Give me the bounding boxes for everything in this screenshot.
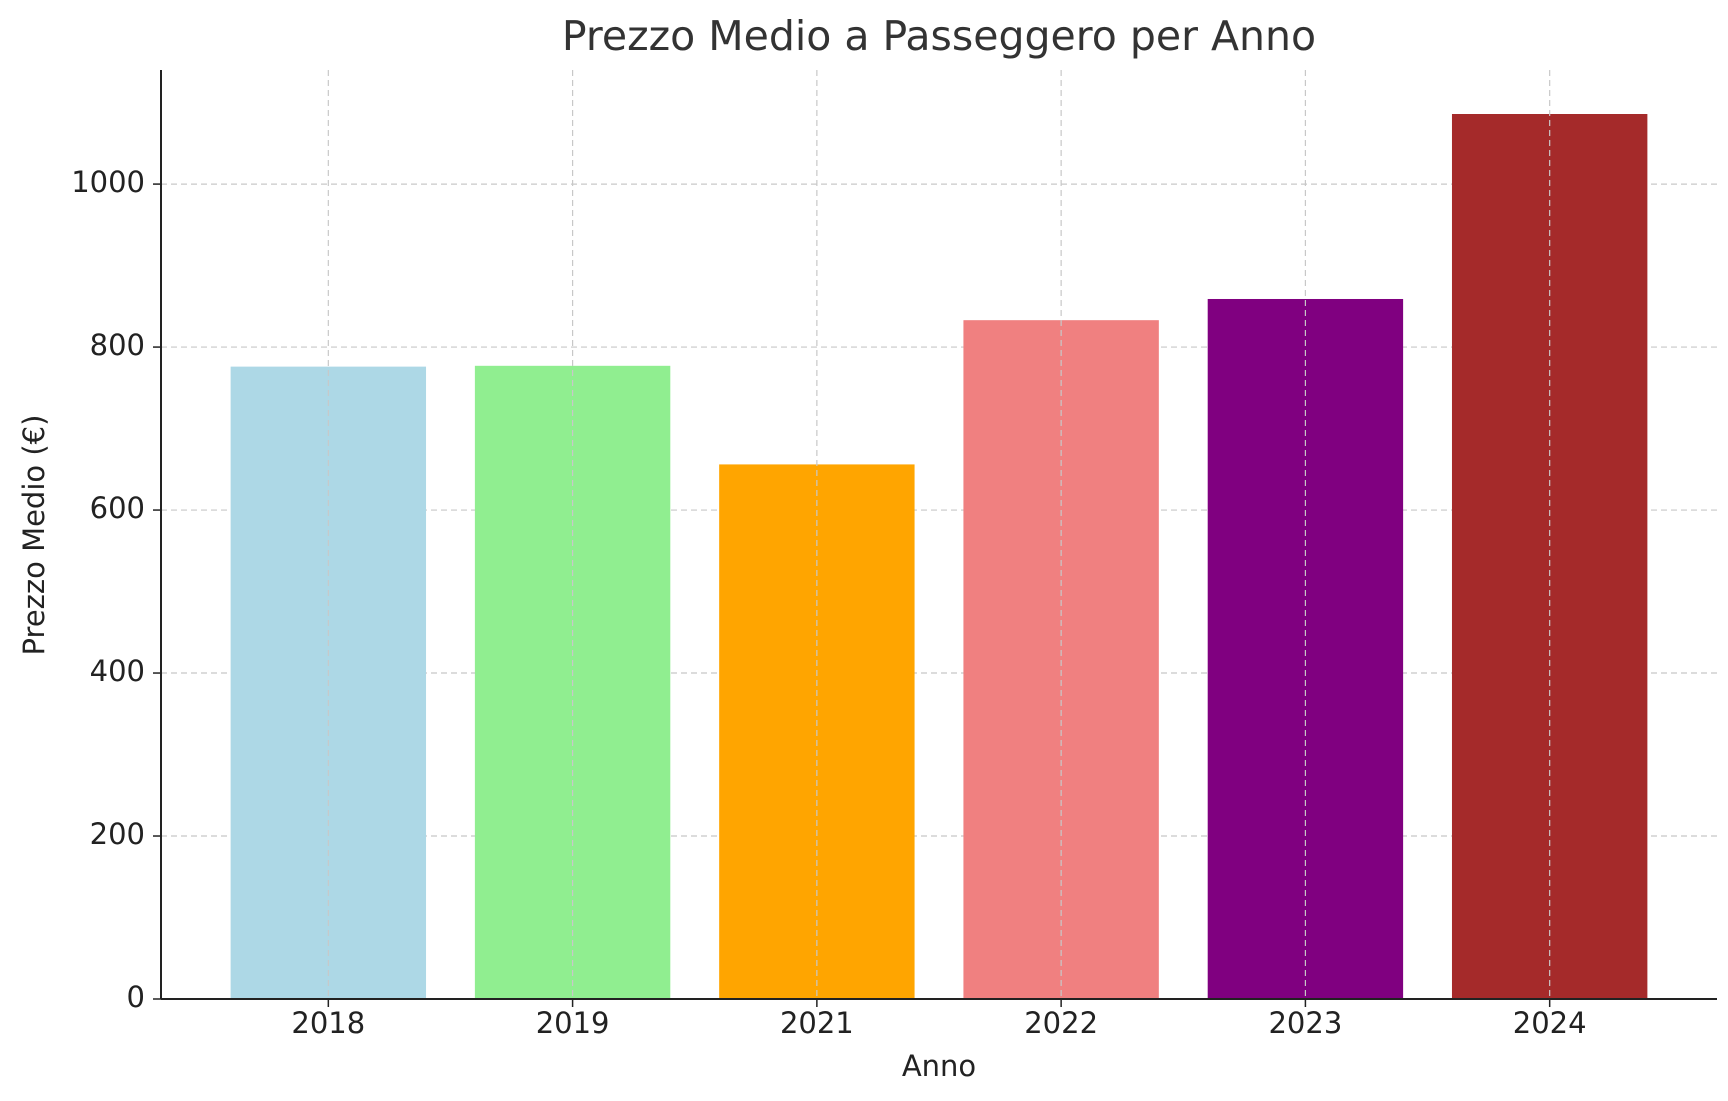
x-tick-label: 2021 bbox=[780, 1006, 854, 1040]
x-axis-label: Anno bbox=[902, 1049, 976, 1083]
x-tick-label: 2023 bbox=[1268, 1006, 1342, 1040]
x-tick-label: 2022 bbox=[1024, 1006, 1098, 1040]
y-tick-label: 400 bbox=[90, 654, 145, 688]
y-tick-label: 0 bbox=[127, 980, 145, 1014]
y-tick-label: 800 bbox=[90, 328, 145, 362]
chart-title: Prezzo Medio a Passeggero per Anno bbox=[562, 12, 1316, 60]
y-axis-label: Prezzo Medio (€) bbox=[17, 415, 51, 656]
y-tick-label: 1000 bbox=[71, 165, 145, 199]
bar bbox=[1451, 114, 1648, 1000]
y-tick-label: 600 bbox=[90, 491, 145, 525]
y-tick-label: 200 bbox=[90, 817, 145, 851]
x-tick-label: 2019 bbox=[536, 1006, 610, 1040]
x-tick-label: 2024 bbox=[1513, 1006, 1587, 1040]
x-tick-label: 2018 bbox=[291, 1006, 365, 1040]
